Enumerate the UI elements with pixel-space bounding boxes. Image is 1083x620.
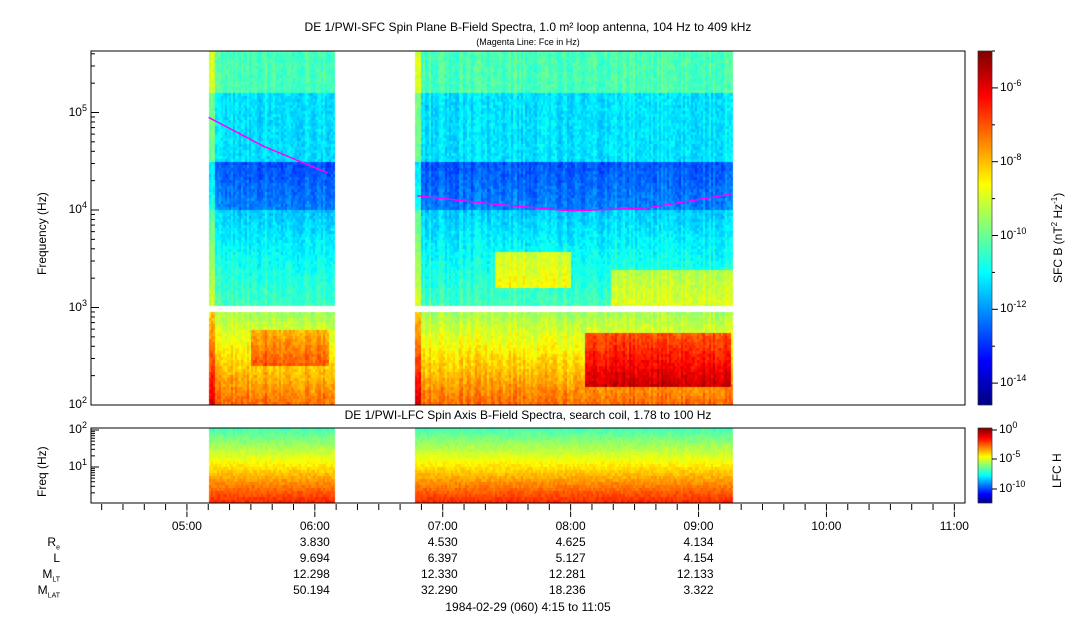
bottom-y-label: Freq (Hz) <box>35 446 49 497</box>
y-tick-label: 105 <box>68 102 87 119</box>
y-tick-label: 103 <box>68 297 87 314</box>
ephemeris-value: 12.281 <box>548 567 586 581</box>
bottom-colorbar-label: LFC H <box>1050 453 1064 488</box>
ephemeris-value: 6.397 <box>427 551 458 565</box>
bottom-chart-title: DE 1/PWI-LFC Spin Axis B-Field Spectra, … <box>344 408 712 422</box>
ephemeris-row-label: L <box>53 551 60 565</box>
x-tick-label: 06:00 <box>299 519 330 533</box>
colorbar-tick-label: 10-5 <box>999 449 1021 465</box>
colorbar-tick-label: 10-12 <box>1000 299 1027 316</box>
footer-date-range: 1984-02-29 (060) 4:15 to 11:05 <box>445 600 611 614</box>
colorbar-tick-label: 10-14 <box>1000 373 1027 390</box>
ephemeris-value: 9.694 <box>299 551 330 565</box>
colorbar-tick-label: 10-6 <box>1000 77 1022 94</box>
ephemeris-value: 4.154 <box>683 551 714 565</box>
ephemeris-row-label: MLT <box>42 567 60 584</box>
x-tick-label: 05:00 <box>171 519 202 533</box>
colorbar-tick-label: 100 <box>999 420 1018 436</box>
fce-line <box>208 116 328 174</box>
top-chart-subtitle: (Magenta Line: Fce in Hz) <box>476 37 580 47</box>
x-tick-label: 09:00 <box>683 519 714 533</box>
colorbar-tick-label: 10-10 <box>999 479 1026 495</box>
ephemeris-value: 18.236 <box>548 583 586 597</box>
top-colorbar-label: SFC B (nT2 Hz-1) <box>1050 192 1065 283</box>
fce-line <box>417 193 731 212</box>
x-tick-label: 10:00 <box>811 519 842 533</box>
ephemeris-value: 3.830 <box>299 535 330 549</box>
ephemeris-value: 32.290 <box>421 583 458 597</box>
colorbar-tick-label: 10-8 <box>1000 151 1022 168</box>
y-tick-label: 104 <box>68 200 87 216</box>
top-chart-title: DE 1/PWI-SFC Spin Plane B-Field Spectra,… <box>304 20 752 34</box>
colorbar-tick-label: 10-10 <box>1000 225 1027 242</box>
ephemeris-value: 4.134 <box>683 535 714 549</box>
ephemeris-value: 12.330 <box>421 567 458 581</box>
ephemeris-value: 12.298 <box>293 567 330 581</box>
top-y-label: Frequency (Hz) <box>35 192 49 275</box>
bottom-plot-frame <box>90 427 966 504</box>
top-plot-frame <box>90 50 966 406</box>
x-tick-label: 11:00 <box>939 519 969 533</box>
ephemeris-value: 4.530 <box>427 535 458 549</box>
ephemeris-value: 4.625 <box>555 535 586 549</box>
ephemeris-row-label: MLAT <box>37 583 60 600</box>
top-colorbar <box>977 50 993 406</box>
y-tick-label: 102 <box>68 395 87 411</box>
ephemeris-value: 12.133 <box>676 567 714 581</box>
ephemeris-value: 5.127 <box>555 551 586 565</box>
x-tick-label: 08:00 <box>555 519 586 533</box>
y-tick-label: 101 <box>68 457 87 473</box>
ephemeris-value: 3.322 <box>683 583 714 597</box>
y-tick-label: 102 <box>68 420 87 436</box>
ephemeris-row-label: Re <box>47 535 60 552</box>
x-tick-label: 07:00 <box>427 519 458 533</box>
bottom-colorbar <box>977 427 993 504</box>
ephemeris-value: 50.194 <box>293 583 330 597</box>
